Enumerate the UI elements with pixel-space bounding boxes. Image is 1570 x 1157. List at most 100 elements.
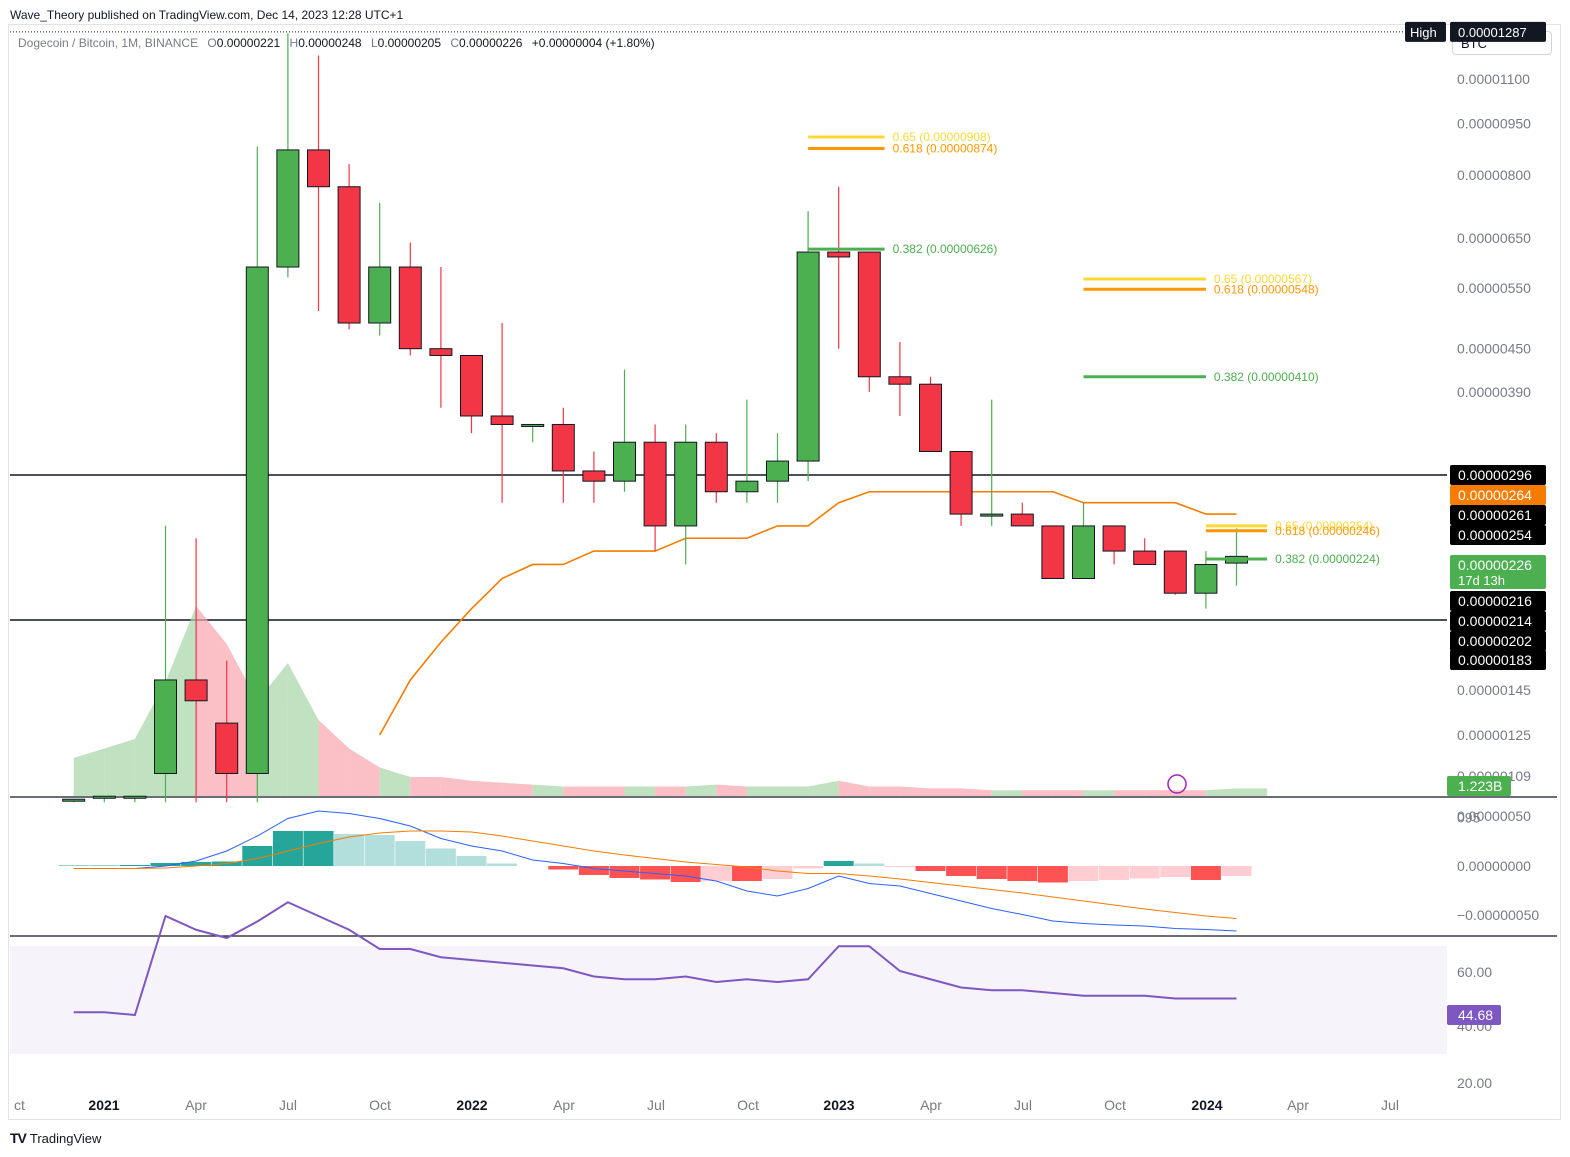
- price-tag-box-1: [1450, 485, 1546, 505]
- high-value-text: 0.00001287: [1458, 25, 1527, 40]
- volume-area-9: [349, 748, 380, 796]
- macd-histogram-bar-21: [701, 866, 732, 881]
- macd-histogram-bar-4: [181, 862, 212, 866]
- candle-body-21: [704, 441, 728, 493]
- footer-brand[interactable]: ТV TradingView: [10, 1130, 101, 1146]
- volume-area-38: [1236, 788, 1268, 796]
- macd-histogram-bar-26: [854, 863, 885, 866]
- volume-area-26: [869, 786, 900, 796]
- price-tag-box-4: [1450, 555, 1546, 589]
- macd-histogram-bar-12: [425, 848, 456, 866]
- tradingview-logo-icon: ТV: [10, 1130, 27, 1146]
- macd-histogram-bar-11: [395, 841, 426, 866]
- time-axis-label-14: Apr: [1287, 1097, 1309, 1113]
- volume-area-21: [716, 784, 747, 796]
- macd-line: [73, 810, 1237, 932]
- candle-body-11: [398, 266, 422, 350]
- open-value: 0.00000221: [216, 36, 281, 50]
- macd-histogram-bar-14: [487, 863, 518, 866]
- macd-histogram-bar-27: [884, 866, 915, 867]
- candle-body-9: [337, 186, 361, 324]
- volume-area-28: [930, 788, 962, 796]
- price-tag-box-6: [1450, 611, 1546, 631]
- time-axis-label-12: Oct: [1104, 1097, 1126, 1113]
- price-axis-label-5: 0.00000550: [1457, 280, 1531, 296]
- volume-area-11: [410, 777, 441, 796]
- macd-histogram-bar-16: [548, 866, 579, 870]
- time-axis-label-11: Jul: [1014, 1097, 1032, 1113]
- volume-area-13: [471, 780, 503, 796]
- candle-body-0: [62, 798, 86, 802]
- price-axis-label-2: 0.00000950: [1457, 115, 1531, 131]
- moving-average-line: [379, 490, 1237, 736]
- price-tag-box-8: [1450, 650, 1546, 670]
- time-axis-label-9: 2023: [823, 1097, 854, 1113]
- publisher-line: Wave_Theory published on TradingView.com…: [10, 8, 404, 22]
- candle-body-5: [215, 722, 239, 774]
- volume-area-29: [961, 788, 992, 796]
- macd-histogram-bar-34: [1099, 866, 1130, 880]
- candle-body-14: [490, 415, 514, 425]
- candle-body-20: [674, 441, 698, 527]
- candle-body-29: [949, 450, 973, 515]
- candle-body-13: [460, 354, 483, 417]
- volume-area-30: [991, 790, 1023, 796]
- price-tag-text-8: 0.00000183: [1458, 652, 1532, 668]
- volume-area-24: [808, 780, 839, 796]
- close-label: C: [450, 36, 460, 50]
- macd-histogram-bar-10: [364, 835, 395, 866]
- candle-body-4: [184, 679, 208, 702]
- high-value: 0.00000248: [298, 36, 362, 50]
- macd-histogram-bar-20: [670, 866, 701, 882]
- symbol-name[interactable]: Dogecoin / Bitcoin, 1M, BINANCE: [18, 36, 199, 50]
- candle-body-8: [307, 149, 330, 188]
- candle-body-1: [92, 795, 116, 799]
- rsi-band: [10, 946, 1447, 1054]
- macd-histogram-bar-0: [58, 865, 89, 866]
- time-axis-label-3: Jul: [279, 1097, 297, 1113]
- macd-histogram-bar-24: [793, 866, 824, 869]
- volume-tag-box: [1447, 776, 1511, 796]
- brand-name: TradingView: [29, 1130, 102, 1146]
- volume-area-8: [318, 720, 350, 796]
- volume-area-34: [1114, 790, 1145, 796]
- volume-area-0: [73, 748, 105, 796]
- candle-body-18: [613, 441, 636, 482]
- fib-level-label-4: 0.618 (0.00000548): [1214, 282, 1319, 296]
- price-axis-label-11: 095: [1457, 810, 1481, 826]
- high-label-box: [1405, 21, 1446, 42]
- change-value: +0.00000004 (+1.80%): [531, 36, 655, 50]
- high-label: H: [289, 36, 299, 50]
- macd-histogram-bar-17: [578, 866, 609, 875]
- price-axis-label-1: 0.00001100: [1457, 71, 1530, 87]
- candle-body-7: [276, 149, 300, 268]
- volume-area-18: [624, 786, 656, 796]
- candle-body-16: [551, 423, 575, 472]
- candle-body-6: [245, 266, 269, 774]
- time-axis-label-2: Apr: [185, 1097, 207, 1113]
- price-tag-text-3: 0.00000254: [1458, 527, 1532, 543]
- fib-level-label-1: 0.618 (0.00000874): [893, 142, 998, 156]
- candle-body-25: [827, 251, 851, 258]
- fib-level-label-6: 0.65 (0.00000254): [1275, 519, 1373, 533]
- macd-histogram-bar-1: [89, 865, 120, 866]
- candle-body-3: [154, 679, 177, 774]
- fib-level-label-5: 0.382 (0.00000410): [1214, 370, 1319, 384]
- macd-signal-line: [73, 830, 1237, 919]
- volume-area-17: [593, 786, 625, 796]
- time-axis-label-6: Apr: [553, 1097, 575, 1113]
- candle-body-19: [643, 441, 667, 527]
- volume-area-37: [1205, 788, 1237, 796]
- price-tag-box-0: [1450, 465, 1546, 485]
- volume-area-12: [440, 777, 472, 796]
- candle-body-15: [521, 423, 545, 427]
- macd-histogram-bar-35: [1129, 866, 1160, 879]
- fib-level-label-8: 0.382 (0.00000224): [1275, 552, 1380, 566]
- candle-body-36: [1163, 550, 1187, 594]
- high-label-text: High: [1410, 25, 1437, 40]
- candle-body-37: [1194, 563, 1218, 594]
- time-axis-label-10: Apr: [920, 1097, 942, 1113]
- volume-area-27: [899, 786, 931, 796]
- volume-area-23: [777, 786, 809, 796]
